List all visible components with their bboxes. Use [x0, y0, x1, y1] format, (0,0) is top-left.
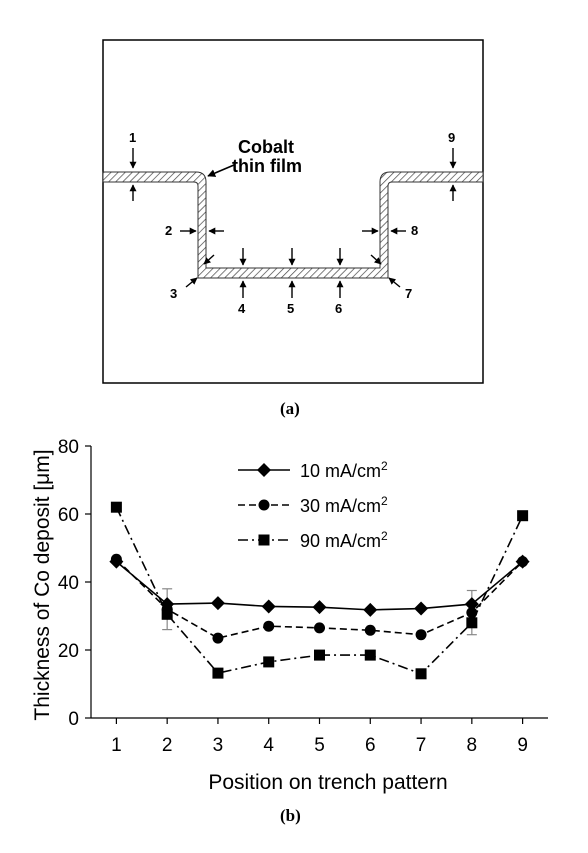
series-0-point [363, 602, 378, 617]
x-tick-label: 8 [467, 735, 478, 756]
series-1-point [364, 624, 376, 636]
x-axis-label: Position on trench pattern [208, 771, 447, 794]
legend-marker-2 [258, 534, 270, 546]
series-2-point [110, 501, 122, 513]
position-marker-3: 3 [170, 254, 215, 301]
position-marker-1: 1 [129, 130, 137, 201]
chart-ticks: 0 20 40 60 80 1 2 3 4 5 6 7 8 9 [58, 437, 528, 756]
y-tick-label: 60 [58, 505, 79, 526]
series-0-point [210, 596, 225, 611]
x-tick-label: 4 [263, 735, 274, 756]
legend-label-text: 30 mA/cm [300, 496, 381, 516]
legend-label-superscript: 2 [381, 494, 388, 508]
series-1-point [263, 620, 275, 632]
y-tick-label: 0 [68, 709, 79, 730]
y-tick-label: 20 [58, 641, 79, 662]
film-pointer-arrow [207, 164, 235, 177]
series-0-point [312, 600, 327, 615]
position-marker-5: 5 [287, 248, 296, 316]
series-1-point [517, 556, 529, 568]
legend-label-0: 10 mA/cm2 [300, 459, 388, 481]
series-2-point [263, 656, 275, 668]
series-1-point [314, 622, 325, 634]
series-1-point [110, 553, 122, 565]
series-1-point [212, 632, 224, 644]
x-tick-label: 1 [111, 735, 122, 756]
y-tick-label: 80 [58, 437, 79, 458]
legend-marker-1 [258, 499, 270, 511]
x-tick-label: 5 [314, 735, 325, 756]
position-marker-7: 7 [370, 254, 412, 301]
y-tick-label: 40 [58, 573, 79, 594]
position-label-9: 9 [448, 130, 455, 145]
panel-b-caption: (b) [280, 806, 301, 825]
panel-a: Cobalt thin film 1 9 2 8 3 [102, 39, 484, 418]
arrow-diagonal-icon [203, 254, 215, 265]
chart-series-layer [109, 501, 530, 680]
series-2-point [517, 510, 529, 522]
arrow-diagonal-icon [185, 277, 198, 288]
position-marker-8: 8 [362, 223, 418, 238]
position-marker-4: 4 [238, 248, 247, 316]
x-tick-label: 3 [213, 735, 224, 756]
position-label-6: 6 [335, 301, 342, 316]
panel-a-frame [102, 39, 484, 384]
legend-label-2: 90 mA/cm2 [300, 529, 388, 551]
series-2-point [466, 617, 478, 629]
x-tick-label: 9 [517, 735, 528, 756]
position-label-8: 8 [411, 223, 418, 238]
legend-label-1: 30 mA/cm2 [300, 494, 388, 516]
series-2-point [314, 649, 325, 661]
position-marker-6: 6 [335, 248, 344, 316]
legend-label-text: 90 mA/cm [300, 531, 381, 551]
film-label-line1: Cobalt [238, 137, 294, 157]
x-tick-label: 6 [365, 735, 376, 756]
position-label-5: 5 [287, 301, 294, 316]
position-label-4: 4 [238, 301, 246, 316]
series-2-line [115, 506, 524, 675]
x-tick-label: 7 [416, 735, 427, 756]
legend-label-superscript: 2 [381, 529, 388, 543]
position-marker-9: 9 [448, 130, 457, 201]
arrow-diagonal-icon [388, 277, 401, 288]
series-2-point [212, 667, 224, 679]
series-0-point [414, 601, 429, 616]
legend-label-text: 10 mA/cm [300, 461, 381, 481]
series-1-point [415, 629, 427, 641]
position-label-2: 2 [165, 223, 172, 238]
position-label-7: 7 [405, 286, 412, 301]
series-2-point [415, 668, 427, 680]
position-marker-2: 2 [165, 223, 224, 238]
series-2-point [161, 608, 173, 620]
chart-axes [90, 446, 548, 719]
arrow-diagonal-icon [370, 254, 382, 265]
y-axis-label: Thickness of Co deposit [μm] [31, 449, 54, 720]
legend-label-superscript: 2 [381, 459, 388, 473]
series-0-point [261, 599, 276, 614]
position-label-3: 3 [170, 286, 177, 301]
series-2-point [364, 649, 376, 661]
panel-a-caption: (a) [280, 399, 300, 418]
x-tick-label: 2 [162, 735, 173, 756]
film-label-line2: thin film [232, 156, 302, 176]
cobalt-thin-film [102, 171, 484, 279]
series-0-point [464, 597, 479, 612]
legend-marker-0 [257, 463, 271, 477]
position-label-1: 1 [129, 130, 136, 145]
